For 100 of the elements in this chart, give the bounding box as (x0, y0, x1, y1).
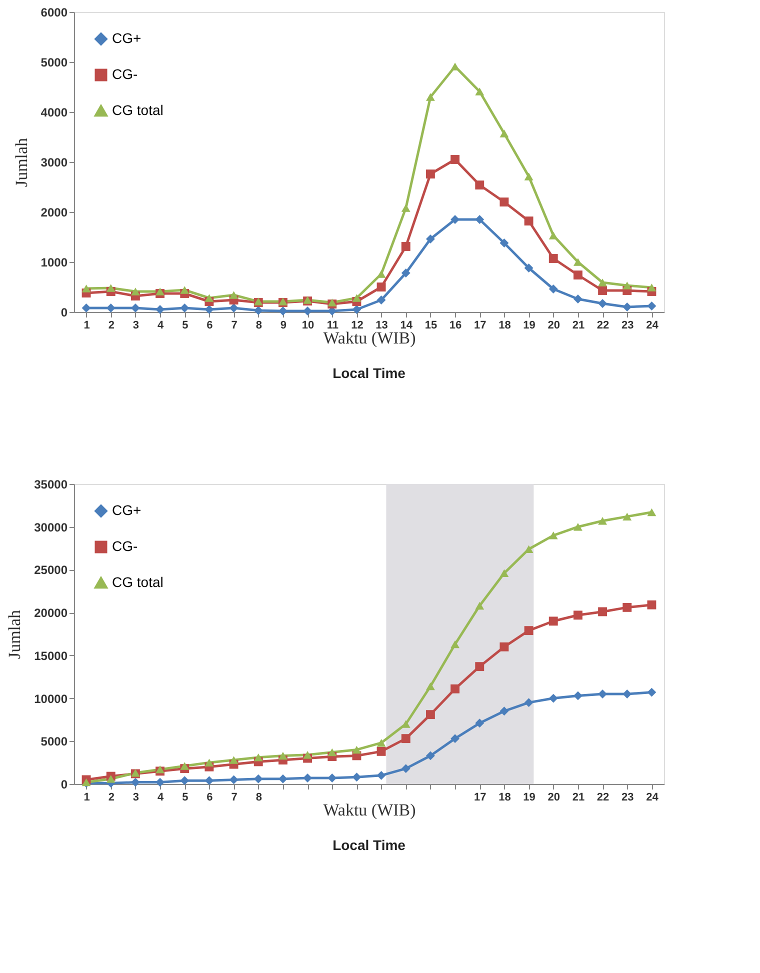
point (401, 734, 410, 744)
point (524, 172, 534, 180)
point (426, 751, 435, 760)
point (401, 204, 410, 212)
point (426, 170, 435, 178)
point (548, 232, 558, 240)
y-tick-label: 6000 (40, 6, 68, 20)
point (450, 684, 460, 694)
point (475, 215, 484, 224)
point (500, 238, 509, 248)
y-tick-label: 5000 (40, 56, 68, 70)
x-tick-label: 7 (231, 320, 238, 332)
point (82, 284, 91, 292)
point (229, 291, 238, 299)
x-tick-label: 20 (548, 320, 560, 332)
point (328, 748, 337, 756)
x-tick-label: 4 (157, 320, 164, 332)
point (598, 516, 608, 525)
x-tick-label: 18 (498, 320, 511, 332)
x-tick-label: 6 (206, 792, 213, 804)
point (156, 766, 165, 774)
point (598, 607, 608, 616)
point (500, 130, 509, 138)
y-tick-label: 25000 (34, 563, 68, 578)
point (573, 610, 582, 620)
point (647, 688, 656, 697)
point (254, 754, 263, 762)
y-tick-label: 30000 (34, 520, 68, 534)
y-tick-label: 3000 (40, 156, 68, 170)
point (352, 772, 362, 782)
x-tick-label: 8 (256, 320, 262, 332)
point (254, 774, 263, 784)
x-tick-label: 9 (280, 320, 287, 332)
point (426, 234, 435, 244)
point (156, 288, 165, 296)
point (548, 532, 558, 540)
y-tick-label: 5000 (40, 734, 68, 749)
point (500, 198, 509, 206)
point (229, 775, 238, 784)
y-tick-label: 4000 (40, 106, 68, 120)
point (401, 764, 410, 774)
point (156, 778, 165, 787)
point (204, 758, 214, 766)
x-tick-label: 4 (157, 792, 164, 804)
point (204, 305, 214, 314)
point (204, 294, 214, 302)
point (376, 296, 386, 304)
point (426, 710, 435, 720)
y-tick-label: 1000 (40, 256, 68, 270)
point (475, 88, 484, 96)
point (598, 286, 608, 295)
point (82, 304, 91, 312)
point (401, 268, 410, 278)
point (622, 282, 632, 290)
point (401, 242, 410, 251)
x-tick-label: 6 (206, 320, 213, 332)
point (548, 694, 558, 703)
y-axis-title: Jumlah (5, 609, 24, 660)
y-tick-label: 2000 (40, 206, 68, 220)
y-tick-label: 0 (60, 778, 68, 792)
point (647, 284, 656, 292)
point (548, 254, 558, 263)
x-tick-label: 19 (523, 320, 536, 332)
point (376, 282, 386, 292)
point (475, 662, 484, 672)
point (524, 216, 534, 226)
x-tick-label: 3 (132, 320, 140, 332)
x-axis-title: Waktu (WIB) (323, 328, 416, 348)
x-tick-label: 17 (474, 792, 486, 804)
point (376, 738, 386, 747)
x-tick-label: 22 (596, 792, 610, 804)
x-tick-label: 14 (400, 320, 414, 332)
legend-label: CG total (112, 574, 164, 590)
point (229, 756, 238, 764)
point (229, 304, 238, 312)
x-tick-label: 18 (498, 792, 511, 804)
point (303, 750, 312, 759)
point (376, 770, 386, 780)
y-tick-label: 15000 (34, 648, 68, 663)
point (278, 752, 288, 760)
x-axis-title: Waktu (WIB) (323, 800, 416, 820)
x-tick-label: 24 (646, 320, 660, 332)
point (475, 602, 484, 610)
point (426, 93, 435, 101)
point (500, 569, 509, 578)
point (130, 778, 140, 787)
point (524, 626, 534, 636)
x-tick-label: 16 (449, 320, 462, 332)
point (548, 284, 558, 294)
x-tick-label: 7 (231, 792, 238, 804)
point (450, 155, 460, 164)
x-tick-label: 15 (424, 320, 438, 332)
point (622, 512, 632, 520)
legend-label: CG- (112, 66, 138, 82)
point (573, 691, 582, 700)
x-tick-label: 5 (182, 792, 188, 804)
point (475, 718, 484, 728)
point (573, 294, 582, 304)
x-tick-label: 23 (622, 320, 634, 332)
y-tick-label: 10000 (34, 692, 68, 706)
